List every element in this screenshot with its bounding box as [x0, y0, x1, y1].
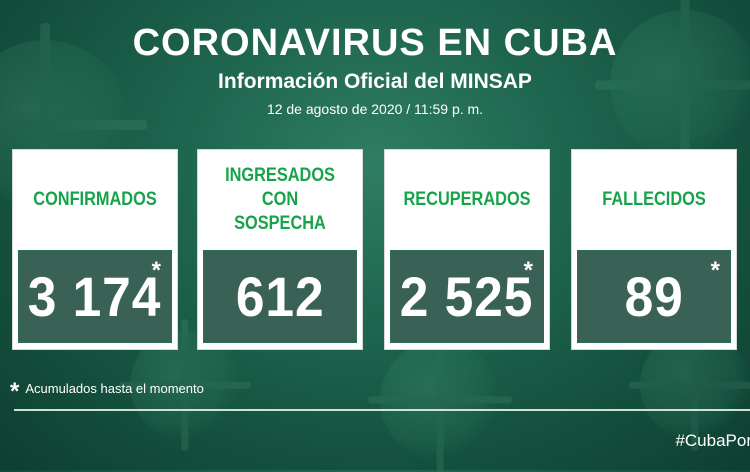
value-box: 89 *: [577, 250, 731, 343]
value-box: 3 174 *: [18, 250, 172, 343]
card-recuperados: RECUPERADOS 2 525 *: [384, 149, 550, 350]
card-value: 3 174: [28, 265, 162, 328]
page-title: CORONAVIRUS EN CUBA: [132, 22, 618, 64]
footnote-asterisk: *: [10, 378, 20, 405]
asterisk-marker: *: [151, 257, 161, 284]
asterisk-marker: *: [710, 257, 720, 284]
virus-decoration: [610, 10, 750, 160]
card-ingresados: INGRESADOS CON SOSPECHA 612: [197, 149, 363, 350]
card-value: 2 525: [400, 265, 534, 328]
card-value: 89: [624, 265, 684, 328]
value-box: 612: [203, 250, 357, 343]
hashtag: #CubaPor: [675, 431, 750, 450]
card-label: CONFIRMADOS: [33, 189, 157, 211]
card-value: 612: [235, 265, 325, 328]
footnote-text: Acumulados hasta el momento: [25, 381, 204, 396]
card-label: INGRESADOS CON SOSPECHA: [225, 165, 335, 234]
report-date: 12 de agosto de 2020 / 11:59 p. m.: [266, 101, 484, 117]
footnote: * Acumulados hasta el momento: [10, 378, 204, 406]
virus-decoration: [380, 340, 500, 460]
asterisk-marker: *: [523, 257, 533, 284]
page-subtitle: Información Oficial del MINSAP: [218, 70, 532, 93]
card-label: FALLECIDOS: [602, 189, 706, 211]
card-label: RECUPERADOS: [403, 189, 531, 211]
value-box: 2 525 *: [390, 250, 544, 343]
card-fallecidos: FALLECIDOS 89 *: [571, 149, 737, 350]
card-confirmados: CONFIRMADOS 3 174 *: [12, 149, 178, 350]
divider: [14, 409, 750, 411]
